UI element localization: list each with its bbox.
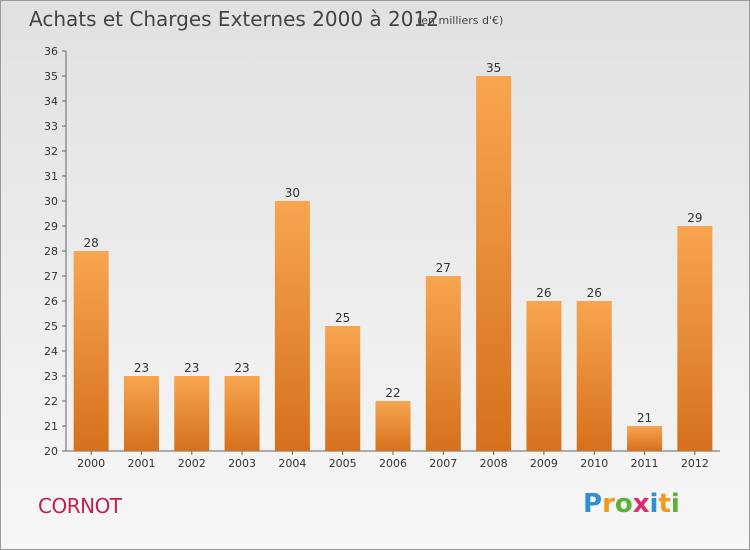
y-tick-label: 30 — [44, 195, 58, 208]
bar — [123, 376, 159, 451]
logo-letter: r — [602, 489, 615, 519]
y-tick-label: 36 — [44, 45, 58, 58]
logo-letter: i — [649, 489, 659, 519]
y-tick-label: 28 — [44, 245, 58, 258]
data-label: 26 — [536, 286, 551, 300]
y-tick-label: 20 — [44, 445, 58, 458]
y-tick-label: 26 — [44, 295, 58, 308]
bar — [174, 376, 210, 451]
x-tick-label: 2012 — [681, 457, 709, 470]
x-tick-label: 2007 — [429, 457, 457, 470]
y-tick-label: 31 — [44, 170, 58, 183]
data-label: 35 — [486, 61, 501, 75]
logo-letter: i — [670, 489, 680, 519]
bar — [526, 301, 562, 451]
x-tick-label: 2002 — [178, 457, 206, 470]
logo-letter: t — [658, 489, 671, 519]
data-label: 28 — [84, 236, 99, 250]
x-tick-label: 2010 — [580, 457, 608, 470]
data-label: 27 — [436, 261, 451, 275]
chart-title: Achats et Charges Externes 2000 à 2012 — [29, 7, 439, 31]
data-label: 22 — [385, 386, 400, 400]
bar — [677, 226, 713, 451]
bar — [375, 401, 411, 451]
bar — [274, 201, 310, 451]
bar — [325, 326, 361, 451]
bar — [224, 376, 260, 451]
bar — [73, 251, 109, 451]
x-tick-label: 2004 — [278, 457, 306, 470]
proxiti-logo: Proxiti — [583, 489, 680, 519]
bar — [576, 301, 612, 451]
y-tick-label: 27 — [44, 270, 58, 283]
data-label: 29 — [687, 211, 702, 225]
data-label: 26 — [587, 286, 602, 300]
x-tick-label: 2011 — [631, 457, 659, 470]
data-label: 21 — [637, 411, 652, 425]
y-tick-label: 34 — [44, 95, 58, 108]
y-tick-label: 23 — [44, 370, 58, 383]
y-tick-label: 24 — [44, 345, 58, 358]
x-tick-label: 2006 — [379, 457, 407, 470]
logo-letter: o — [614, 489, 633, 519]
x-tick-label: 2000 — [77, 457, 105, 470]
unit-label: (en milliers d'€) — [417, 14, 504, 27]
bar — [627, 426, 663, 451]
data-label: 23 — [184, 361, 199, 375]
data-label: 23 — [234, 361, 249, 375]
y-tick-label: 25 — [44, 320, 58, 333]
y-tick-label: 35 — [44, 70, 58, 83]
bar — [425, 276, 461, 451]
logo-letter: P — [583, 489, 603, 519]
logo-letter: x — [632, 489, 650, 519]
x-tick-label: 2001 — [127, 457, 155, 470]
commune-name: CORNOT — [38, 494, 122, 518]
bar — [476, 76, 512, 451]
data-label: 30 — [285, 186, 300, 200]
y-tick-label: 29 — [44, 220, 58, 233]
x-tick-label: 2003 — [228, 457, 256, 470]
y-tick-label: 21 — [44, 420, 58, 433]
x-tick-label: 2008 — [480, 457, 508, 470]
data-label: 25 — [335, 311, 350, 325]
data-label: 23 — [134, 361, 149, 375]
y-tick-label: 33 — [44, 120, 58, 133]
x-tick-label: 2009 — [530, 457, 558, 470]
y-tick-label: 32 — [44, 145, 58, 158]
x-tick-label: 2005 — [329, 457, 357, 470]
y-tick-label: 22 — [44, 395, 58, 408]
